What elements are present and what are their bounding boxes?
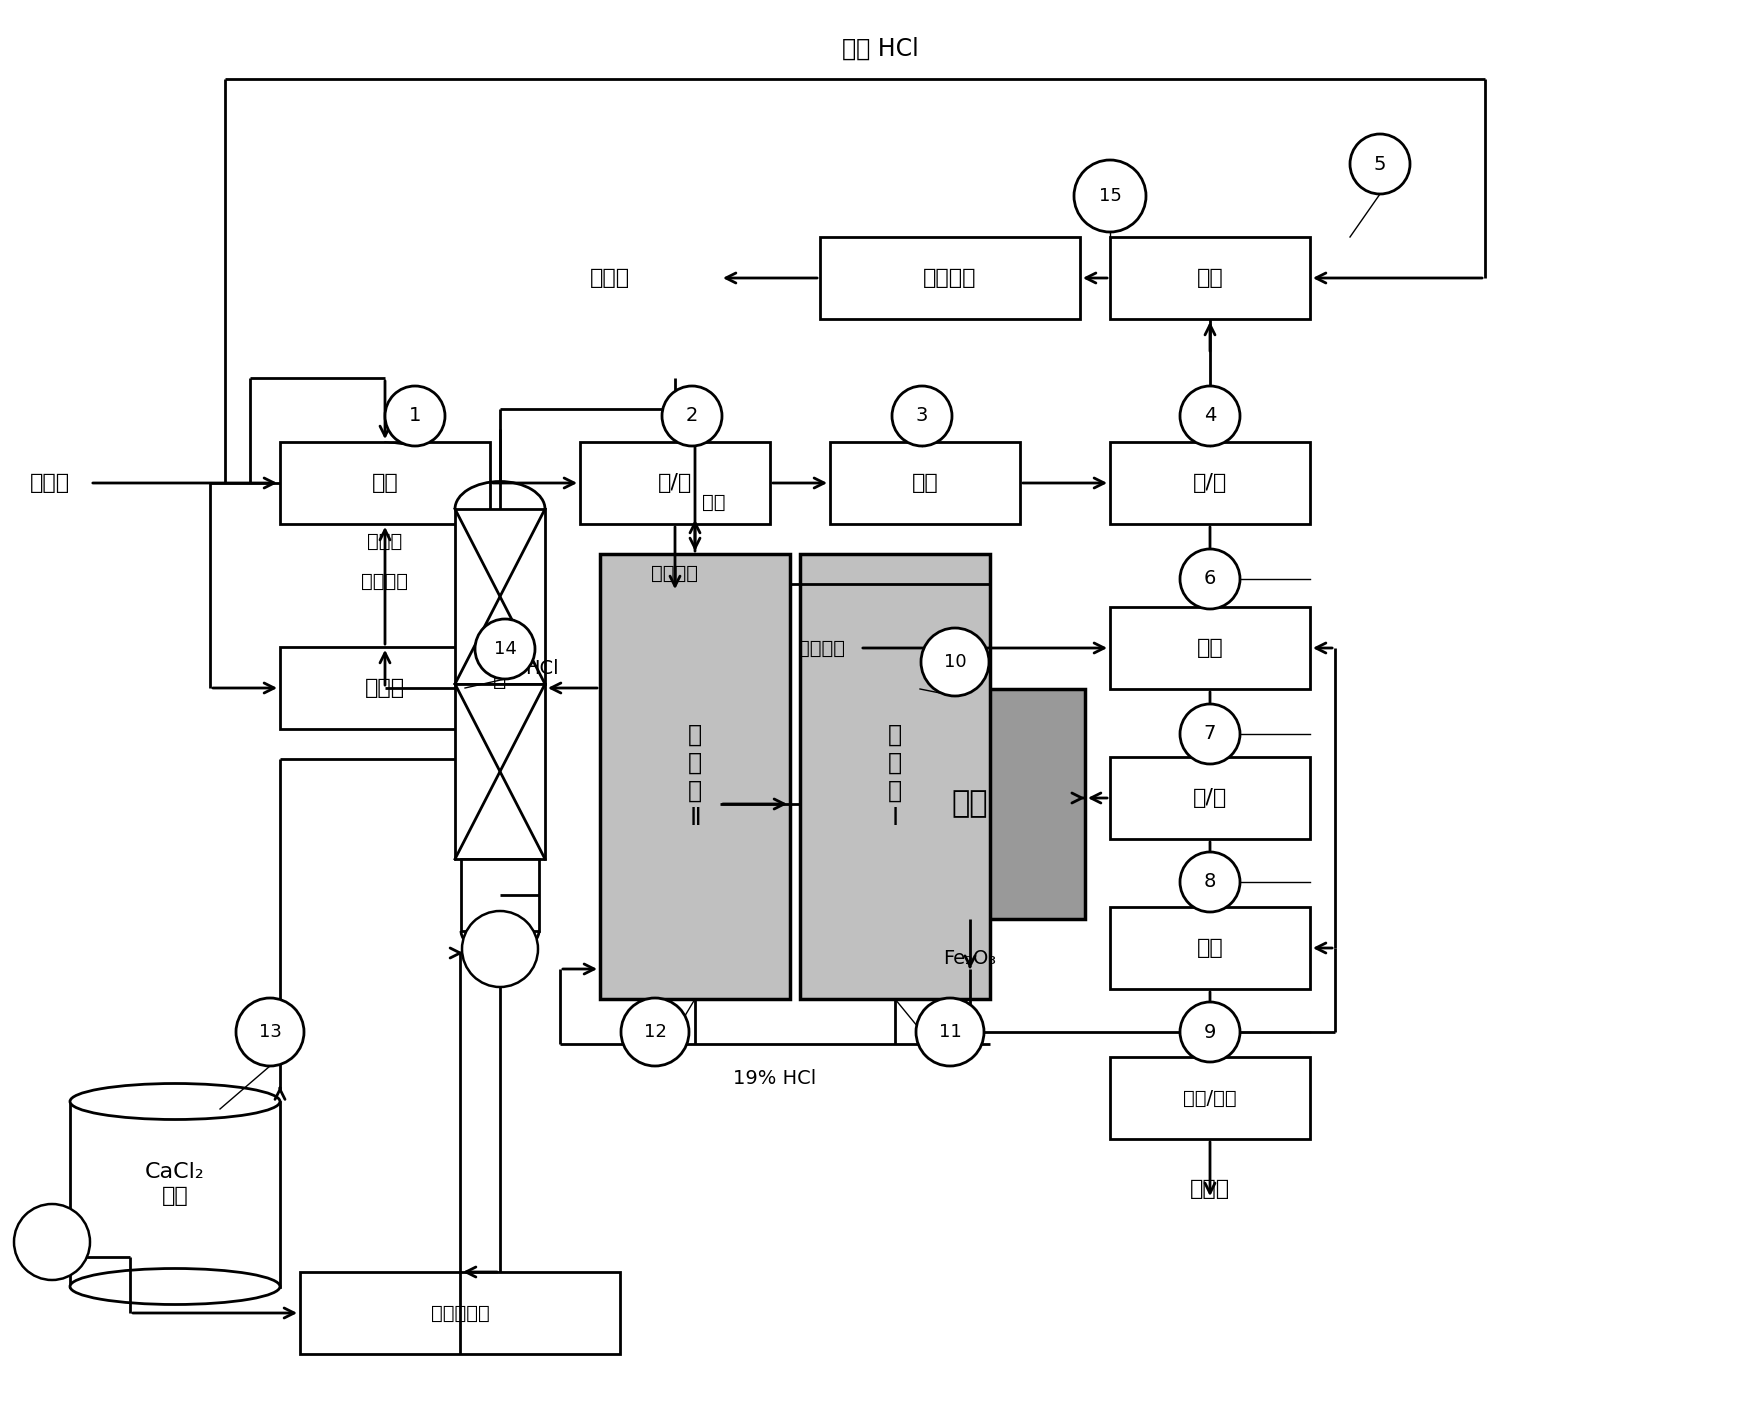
Text: 吸
收
塔
Ⅱ: 吸 收 塔 Ⅱ	[688, 723, 702, 830]
Bar	[600, 555, 790, 1000]
Text: 加
热: 加 热	[47, 1223, 56, 1261]
Text: 8: 8	[1204, 872, 1216, 892]
Text: 液/固: 液/固	[1193, 788, 1227, 807]
Text: 1: 1	[409, 407, 421, 425]
Circle shape	[1179, 703, 1241, 764]
Circle shape	[1179, 386, 1241, 446]
Bar	[830, 442, 1020, 524]
Circle shape	[384, 386, 446, 446]
Text: 富钛料: 富钛料	[1190, 1179, 1230, 1199]
Text: 15: 15	[1099, 187, 1121, 205]
Bar	[281, 442, 490, 524]
Text: 钛精矿: 钛精矿	[367, 532, 402, 550]
Circle shape	[621, 998, 690, 1066]
Circle shape	[1179, 852, 1241, 913]
Text: 浸出: 浸出	[1197, 637, 1223, 658]
Text: 铁平衡处理: 铁平衡处理	[430, 1303, 490, 1323]
Text: Fe₂O₃: Fe₂O₃	[944, 949, 997, 967]
Text: 水解: 水解	[911, 473, 939, 493]
Text: 酸配制: 酸配制	[365, 678, 405, 698]
Text: 后段工序: 后段工序	[923, 268, 978, 288]
Text: 酸解: 酸解	[372, 473, 398, 493]
Ellipse shape	[70, 1084, 281, 1119]
Text: 6: 6	[1204, 570, 1216, 588]
Text: 吸
收
塔
I: 吸 收 塔 I	[888, 723, 902, 830]
Circle shape	[662, 386, 721, 446]
Text: 洗涤: 洗涤	[1197, 938, 1223, 958]
Circle shape	[1074, 160, 1146, 232]
Text: 稀酸 HCl: 稀酸 HCl	[842, 37, 918, 60]
Text: CaCl₂
浓缩: CaCl₂ 浓缩	[146, 1163, 205, 1206]
Bar	[1109, 607, 1309, 689]
Text: 废气: 废气	[702, 493, 725, 512]
Bar	[1109, 237, 1309, 319]
Text: 3: 3	[916, 407, 928, 425]
Text: 9: 9	[1204, 1022, 1216, 1042]
Text: 加
热: 加 热	[495, 929, 505, 969]
Text: 钛铁物料: 钛铁物料	[799, 639, 844, 657]
Text: 12: 12	[644, 1024, 667, 1040]
Text: 补充水: 补充水	[30, 473, 70, 493]
Text: 洗涤: 洗涤	[1197, 268, 1223, 288]
Text: 11: 11	[939, 1024, 962, 1040]
Bar	[300, 1272, 620, 1353]
Bar	[1109, 1057, 1309, 1139]
Text: 固/液: 固/液	[1193, 473, 1227, 493]
Bar	[462, 859, 539, 931]
Bar	[800, 555, 990, 1000]
Bar	[455, 510, 546, 684]
Text: 5: 5	[1374, 154, 1386, 174]
Circle shape	[892, 386, 951, 446]
Circle shape	[1350, 133, 1409, 194]
Text: 干燥/煅烧: 干燥/煅烧	[1183, 1088, 1237, 1108]
Bar	[579, 442, 770, 524]
Bar	[281, 647, 490, 729]
Text: 7: 7	[1204, 724, 1216, 744]
Text: HCl: HCl	[525, 660, 558, 678]
Text: 2: 2	[686, 407, 698, 425]
Ellipse shape	[70, 1268, 281, 1304]
Text: 4: 4	[1204, 407, 1216, 425]
Circle shape	[916, 998, 985, 1066]
Bar	[820, 237, 1079, 319]
Bar	[855, 689, 1085, 920]
Text: 补充盐酸: 补充盐酸	[362, 571, 409, 591]
Text: 13: 13	[258, 1024, 281, 1040]
Text: 解
析
塔: 解 析 塔	[493, 623, 507, 689]
Circle shape	[1179, 549, 1241, 609]
Circle shape	[462, 911, 539, 987]
Circle shape	[921, 628, 990, 696]
Circle shape	[235, 998, 304, 1066]
Circle shape	[476, 619, 535, 680]
Text: 14: 14	[493, 640, 516, 658]
Circle shape	[14, 1205, 90, 1280]
Text: 焚烧: 焚烧	[951, 789, 988, 819]
Circle shape	[1179, 1002, 1241, 1061]
Text: 10: 10	[944, 653, 967, 671]
Text: 19% HCl: 19% HCl	[734, 1070, 816, 1088]
Bar	[1109, 757, 1309, 840]
Bar	[1109, 907, 1309, 988]
Bar	[70, 1102, 281, 1286]
Text: 固/液: 固/液	[658, 473, 691, 493]
Bar	[1109, 442, 1309, 524]
Text: 钛白粉: 钛白粉	[590, 268, 630, 288]
Bar	[455, 684, 546, 859]
Text: 未酸解渣: 未酸解渣	[651, 564, 698, 583]
